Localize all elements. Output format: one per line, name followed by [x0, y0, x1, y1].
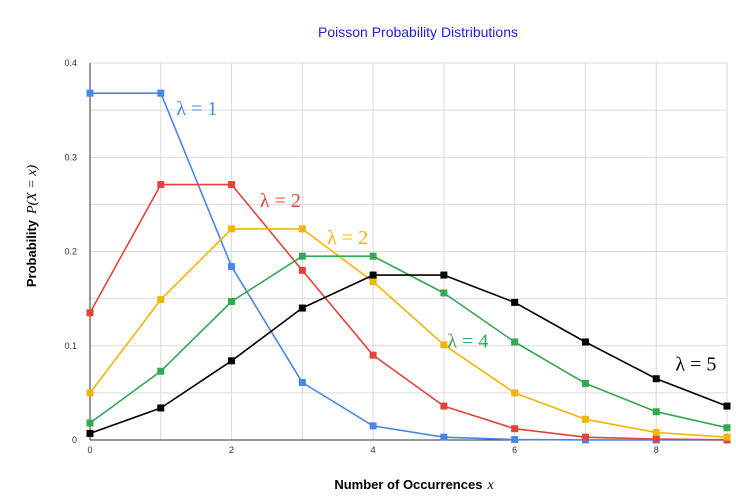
x-tick-label: 8 — [654, 445, 659, 455]
x-tick-label: 6 — [512, 445, 517, 455]
data-point — [581, 433, 589, 441]
data-point — [157, 404, 165, 412]
data-point — [581, 415, 589, 423]
data-point — [157, 367, 165, 375]
series-line — [89, 228, 728, 438]
x-axis-label-text: Number of Occurrences — [334, 477, 482, 492]
data-point — [157, 89, 165, 97]
y-axis-label-var: P(X = x) — [25, 165, 40, 215]
data-point — [369, 351, 377, 359]
y-tick-label: 0.4 — [64, 58, 77, 68]
data-point — [581, 379, 589, 387]
series-label: λ = 4 — [447, 331, 488, 353]
data-point — [652, 375, 660, 383]
series-label: λ = 5 — [675, 353, 716, 375]
x-tick-label: 4 — [371, 445, 376, 455]
y-axis-label: Probability P(X = x) — [24, 165, 40, 288]
data-point — [440, 341, 448, 349]
data-point — [440, 433, 448, 441]
data-point — [86, 309, 94, 317]
data-point — [511, 338, 519, 346]
chart-title: Poisson Probability Distributions — [318, 24, 518, 40]
data-point — [228, 225, 236, 233]
data-point — [298, 252, 306, 260]
data-point — [228, 181, 236, 189]
series-label: λ = 2 — [327, 227, 368, 249]
axis-layer: 0 0.1 0.2 0.3 0.4 0 2 4 6 8 — [64, 58, 727, 455]
x-axis-label-var: x — [486, 478, 494, 493]
data-point — [723, 402, 731, 410]
data-point — [511, 389, 519, 397]
data-point — [86, 419, 94, 427]
data-point — [369, 252, 377, 260]
y-tick-label: 0 — [72, 435, 77, 445]
data-point — [440, 289, 448, 297]
data-point — [228, 297, 236, 305]
y-tick-label: 0.3 — [64, 152, 77, 162]
data-point — [581, 338, 589, 346]
data-point — [369, 278, 377, 286]
data-point — [723, 424, 731, 432]
series-line — [89, 274, 728, 435]
label-layer: λ = 1 λ = 2 λ = 2 λ = 4 λ = 5 — [176, 98, 716, 375]
data-point — [298, 304, 306, 312]
data-point — [228, 357, 236, 365]
x-axis-label: Number of Occurrences x — [334, 477, 494, 493]
data-point — [440, 402, 448, 410]
data-point — [511, 425, 519, 433]
data-point — [298, 266, 306, 274]
data-point — [298, 225, 306, 233]
data-point — [723, 433, 731, 441]
data-point — [228, 263, 236, 271]
series-layer — [86, 89, 731, 444]
series-line — [89, 183, 728, 441]
data-point — [440, 271, 448, 279]
data-point — [369, 422, 377, 430]
data-point — [652, 428, 660, 436]
data-point — [157, 296, 165, 304]
data-point — [298, 379, 306, 387]
data-point — [511, 436, 519, 444]
data-point — [157, 181, 165, 189]
series-label: λ = 2 — [260, 190, 301, 212]
y-axis-label-text: Probability — [24, 219, 39, 287]
y-tick-label: 0.1 — [64, 341, 77, 351]
data-point — [369, 271, 377, 279]
data-point — [86, 89, 94, 97]
x-tick-label: 2 — [229, 445, 234, 455]
series-label: λ = 1 — [176, 98, 217, 120]
data-point — [86, 389, 94, 397]
series-line — [90, 92, 727, 441]
data-point — [652, 435, 660, 443]
y-tick-label: 0.2 — [64, 247, 77, 257]
x-tick-label: 0 — [87, 445, 92, 455]
data-point — [86, 429, 94, 437]
data-point — [511, 298, 519, 306]
data-point — [652, 408, 660, 416]
series-line — [89, 255, 728, 429]
